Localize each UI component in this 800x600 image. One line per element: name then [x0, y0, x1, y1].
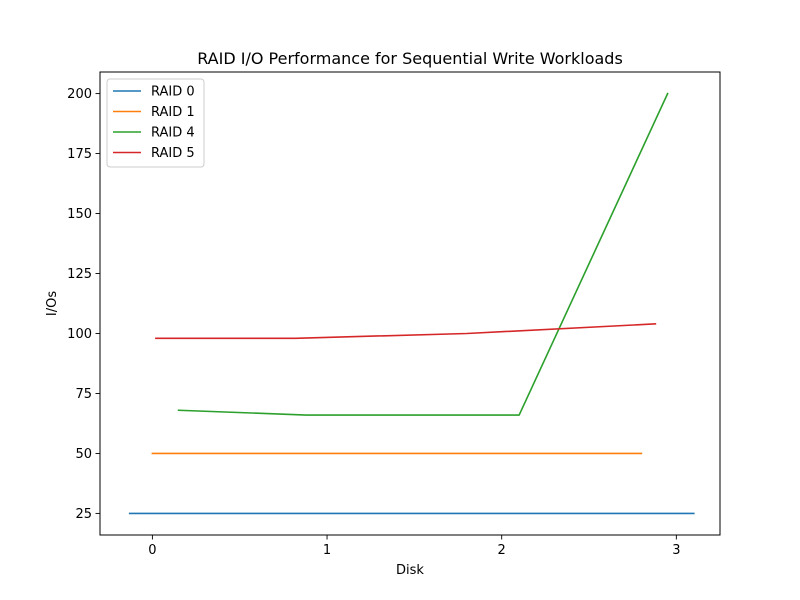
y-axis-label: I/Os: [45, 291, 60, 316]
legend-box: [106, 78, 205, 168]
y-tick-label: 150: [67, 207, 92, 222]
plot-frame: [99, 71, 721, 536]
y-tick-label: 75: [75, 387, 92, 402]
series-line-4: [155, 323, 657, 340]
chart-title: RAID I/O Performance for Sequential Writ…: [197, 49, 623, 68]
y-tick-label: 200: [67, 87, 92, 102]
x-tick-label: 3: [672, 543, 680, 558]
legend: RAID 0 RAID 1 RAID 4 RAID 5: [106, 78, 205, 168]
y-tick-label: 100: [67, 327, 92, 342]
x-tick-label: 1: [323, 543, 331, 558]
x-axis: 0 1 2 3: [148, 535, 680, 558]
x-tick-label: 2: [498, 543, 506, 558]
y-axis: 25 50 75 100 125 150 175 200: [67, 87, 100, 522]
y-tick-label: 125: [67, 267, 92, 282]
series-layer: [128, 92, 695, 515]
legend-label-4: RAID 5: [151, 146, 195, 161]
y-tick-label: 25: [75, 507, 92, 522]
x-tick-label: 0: [148, 543, 156, 558]
y-tick-label: 50: [75, 447, 92, 462]
legend-label-1: RAID 0: [151, 85, 195, 100]
y-tick-label: 175: [67, 147, 92, 162]
x-axis-label: Disk: [396, 563, 424, 578]
series-line-3: [177, 92, 669, 416]
legend-label-3: RAID 4: [151, 126, 195, 141]
legend-label-2: RAID 1: [151, 105, 195, 120]
